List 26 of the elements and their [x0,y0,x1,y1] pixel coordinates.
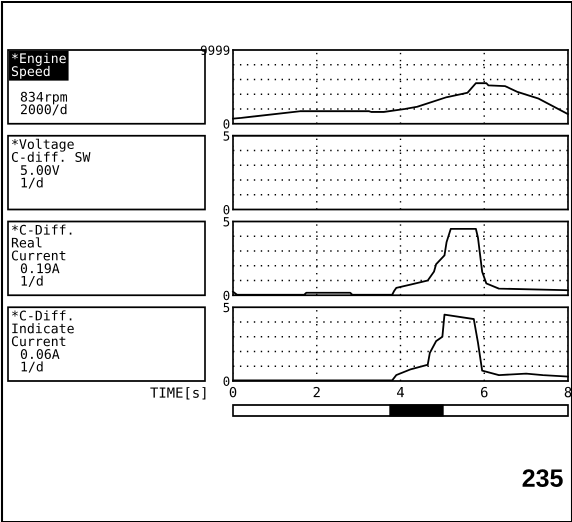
y-axis-title: *C-Diff. Indicate Current [12,310,74,346]
x-axis-title: TIME[s] [150,387,206,400]
text: 0.06A [20,349,60,360]
text: 5.00V [20,165,60,176]
x-tick-label: 8 [564,386,572,398]
y-axis-title: *Engine Speed [12,53,66,79]
text: 0.19A [20,263,60,274]
y-tick-label: 5 [224,302,230,312]
y-tick-label: 0 [224,376,230,386]
y-tick-label: 0 [224,205,230,214]
y-tick-label: 5 [224,217,230,226]
text: 834rpm [20,92,68,104]
y-tick-label: 0 [224,119,230,129]
x-tick-label: 4 [397,387,404,398]
y-tick-label: 5 [224,131,230,141]
x-tick-label: 6 [480,386,488,398]
x-tick-label: 2 [314,386,320,398]
text: 2000/d [20,104,66,116]
y-tick-label: 9999 [200,46,230,55]
text: 1/d [22,361,43,373]
y-axis-title: *Voltage C-diff. SW [12,138,90,162]
text: 1/d [22,177,43,189]
y-axis-title: *C-Diff. Real Current [12,224,72,260]
text: 235 [522,469,563,487]
text: 1/d [22,276,43,287]
y-tick-label: 0 [224,290,230,300]
